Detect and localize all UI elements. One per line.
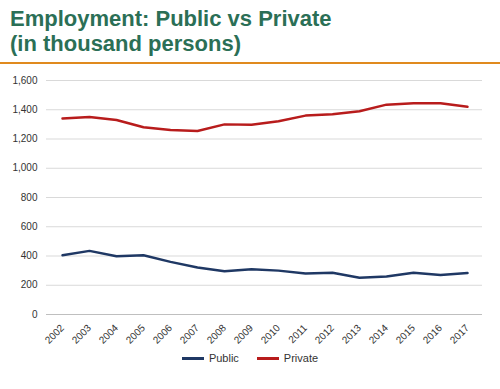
html-text:Public: Public: [208, 352, 239, 364]
svg-text:2005: 2005: [124, 322, 148, 346]
svg-text:2003: 2003: [70, 322, 94, 346]
svg-text:2012: 2012: [313, 322, 337, 346]
svg-text:2015: 2015: [394, 322, 418, 346]
svg-text:2006: 2006: [151, 322, 175, 346]
svg-text:2014: 2014: [367, 322, 391, 346]
svg-text:2007: 2007: [178, 322, 202, 346]
svg-text:2002: 2002: [43, 322, 67, 346]
svg-text:1,400: 1,400: [12, 104, 37, 115]
html-text:Private: Private: [283, 352, 319, 364]
svg-text:2009: 2009: [232, 322, 256, 346]
svg-text:1,200: 1,200: [12, 133, 37, 144]
svg-text:2008: 2008: [205, 322, 229, 346]
svg-text:2017: 2017: [448, 322, 472, 346]
svg-text:2004: 2004: [97, 322, 121, 346]
svg-text:2011: 2011: [286, 322, 309, 345]
html-text:Employment: Public vs Private: Employment: Public vs Private: [10, 6, 332, 31]
svg-text:400: 400: [21, 250, 38, 261]
svg-text:600: 600: [21, 221, 38, 232]
html-text:(in thousand persons): (in thousand persons): [10, 31, 241, 56]
svg-text:1,000: 1,000: [12, 162, 37, 173]
svg-text:0: 0: [32, 309, 38, 320]
svg-text:2016: 2016: [421, 322, 445, 346]
svg-text:2013: 2013: [340, 322, 364, 346]
svg-text:1,600: 1,600: [12, 75, 37, 86]
svg-text:800: 800: [21, 192, 38, 203]
svg-text:200: 200: [21, 279, 38, 290]
svg-text:2010: 2010: [259, 322, 283, 346]
